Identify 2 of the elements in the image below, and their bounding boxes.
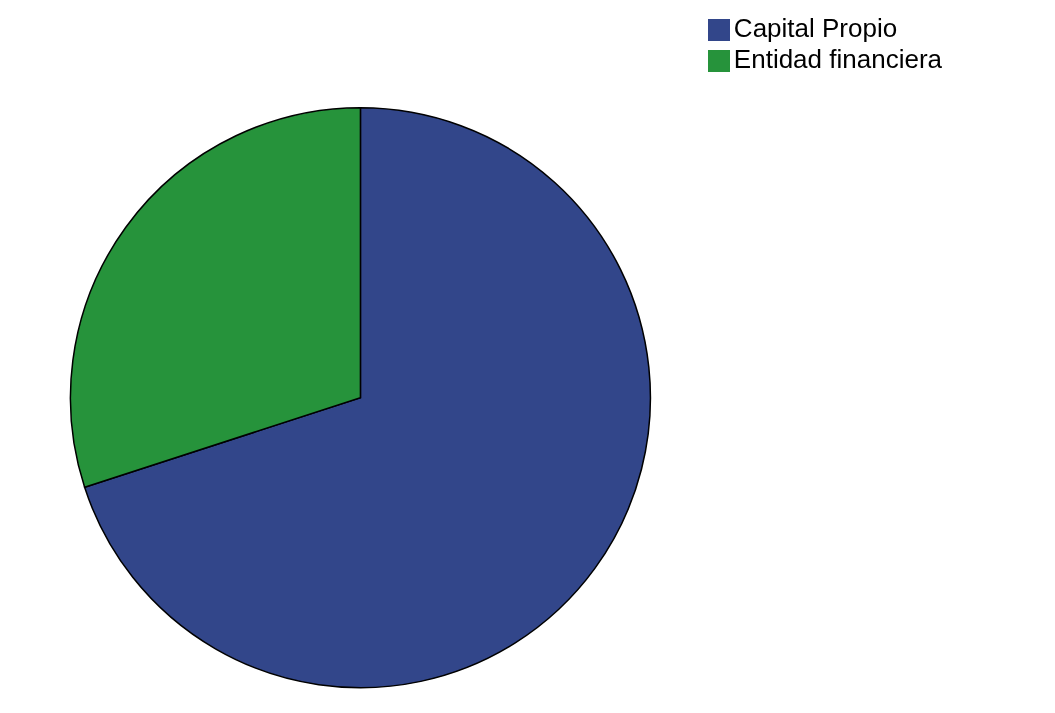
legend-label: Capital Propio xyxy=(733,13,898,43)
legend-label: Entidad financiera xyxy=(733,44,942,74)
